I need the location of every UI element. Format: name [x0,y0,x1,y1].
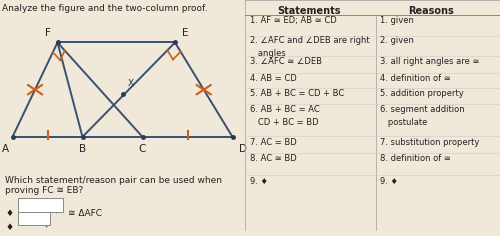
Text: 4. definition of ≅: 4. definition of ≅ [380,74,451,83]
Text: E: E [182,28,188,38]
Text: ▾: ▾ [55,209,58,215]
Text: 5. AB + BC = CD + BC: 5. AB + BC = CD + BC [250,89,344,98]
Text: 5. addition property: 5. addition property [380,89,464,98]
Bar [18,212,50,225]
Text: A: A [2,144,8,154]
Text: 9. ♦: 9. ♦ [250,177,268,186]
Text: X: X [128,80,134,88]
Text: Which statement/reason pair can be used when
proving FC ≅ EB?: Which statement/reason pair can be used … [5,176,222,195]
Text: ♦: ♦ [5,209,13,218]
Text: 2. given: 2. given [380,36,414,45]
Text: 1. given: 1. given [380,16,414,25]
Text: postulate: postulate [380,118,428,127]
Text: 6. AB + BC = AC: 6. AB + BC = AC [250,105,320,114]
Bar [18,198,62,212]
Text: 2. ∠AFC and ∠DEB are right: 2. ∠AFC and ∠DEB are right [250,36,370,45]
Text: F: F [44,28,51,38]
Text: ≅ ΔAFC: ≅ ΔAFC [68,209,102,218]
Text: C: C [139,144,146,154]
Text: Analyze the figure and the two-column proof.: Analyze the figure and the two-column pr… [2,4,208,13]
Text: 3. all right angles are ≅: 3. all right angles are ≅ [380,57,480,66]
Text: 3. ∠AFC ≅ ∠DEB: 3. ∠AFC ≅ ∠DEB [250,57,322,66]
Text: CD + BC = BD: CD + BC = BD [250,118,318,127]
Text: 1. AF ≅ ED; AB ≅ CD: 1. AF ≅ ED; AB ≅ CD [250,16,337,25]
Text: 4. AB = CD: 4. AB = CD [250,74,297,83]
Text: 7. AC = BD: 7. AC = BD [250,138,297,147]
Text: 8. definition of ≅: 8. definition of ≅ [380,154,451,163]
Text: angles: angles [250,49,286,58]
Text: Δ: Δ [20,209,26,218]
Text: 9. ♦: 9. ♦ [380,177,398,186]
Text: 8. AC ≅ BD: 8. AC ≅ BD [250,154,297,163]
Text: ♦: ♦ [5,223,13,232]
Text: Statements: Statements [277,6,340,16]
Text: 7. substitution property: 7. substitution property [380,138,480,147]
Text: 6. segment addition: 6. segment addition [380,105,465,114]
Text: Reasons: Reasons [408,6,454,16]
Text: B: B [79,144,86,154]
Text: D: D [238,144,246,154]
Text: ▾: ▾ [45,223,48,229]
